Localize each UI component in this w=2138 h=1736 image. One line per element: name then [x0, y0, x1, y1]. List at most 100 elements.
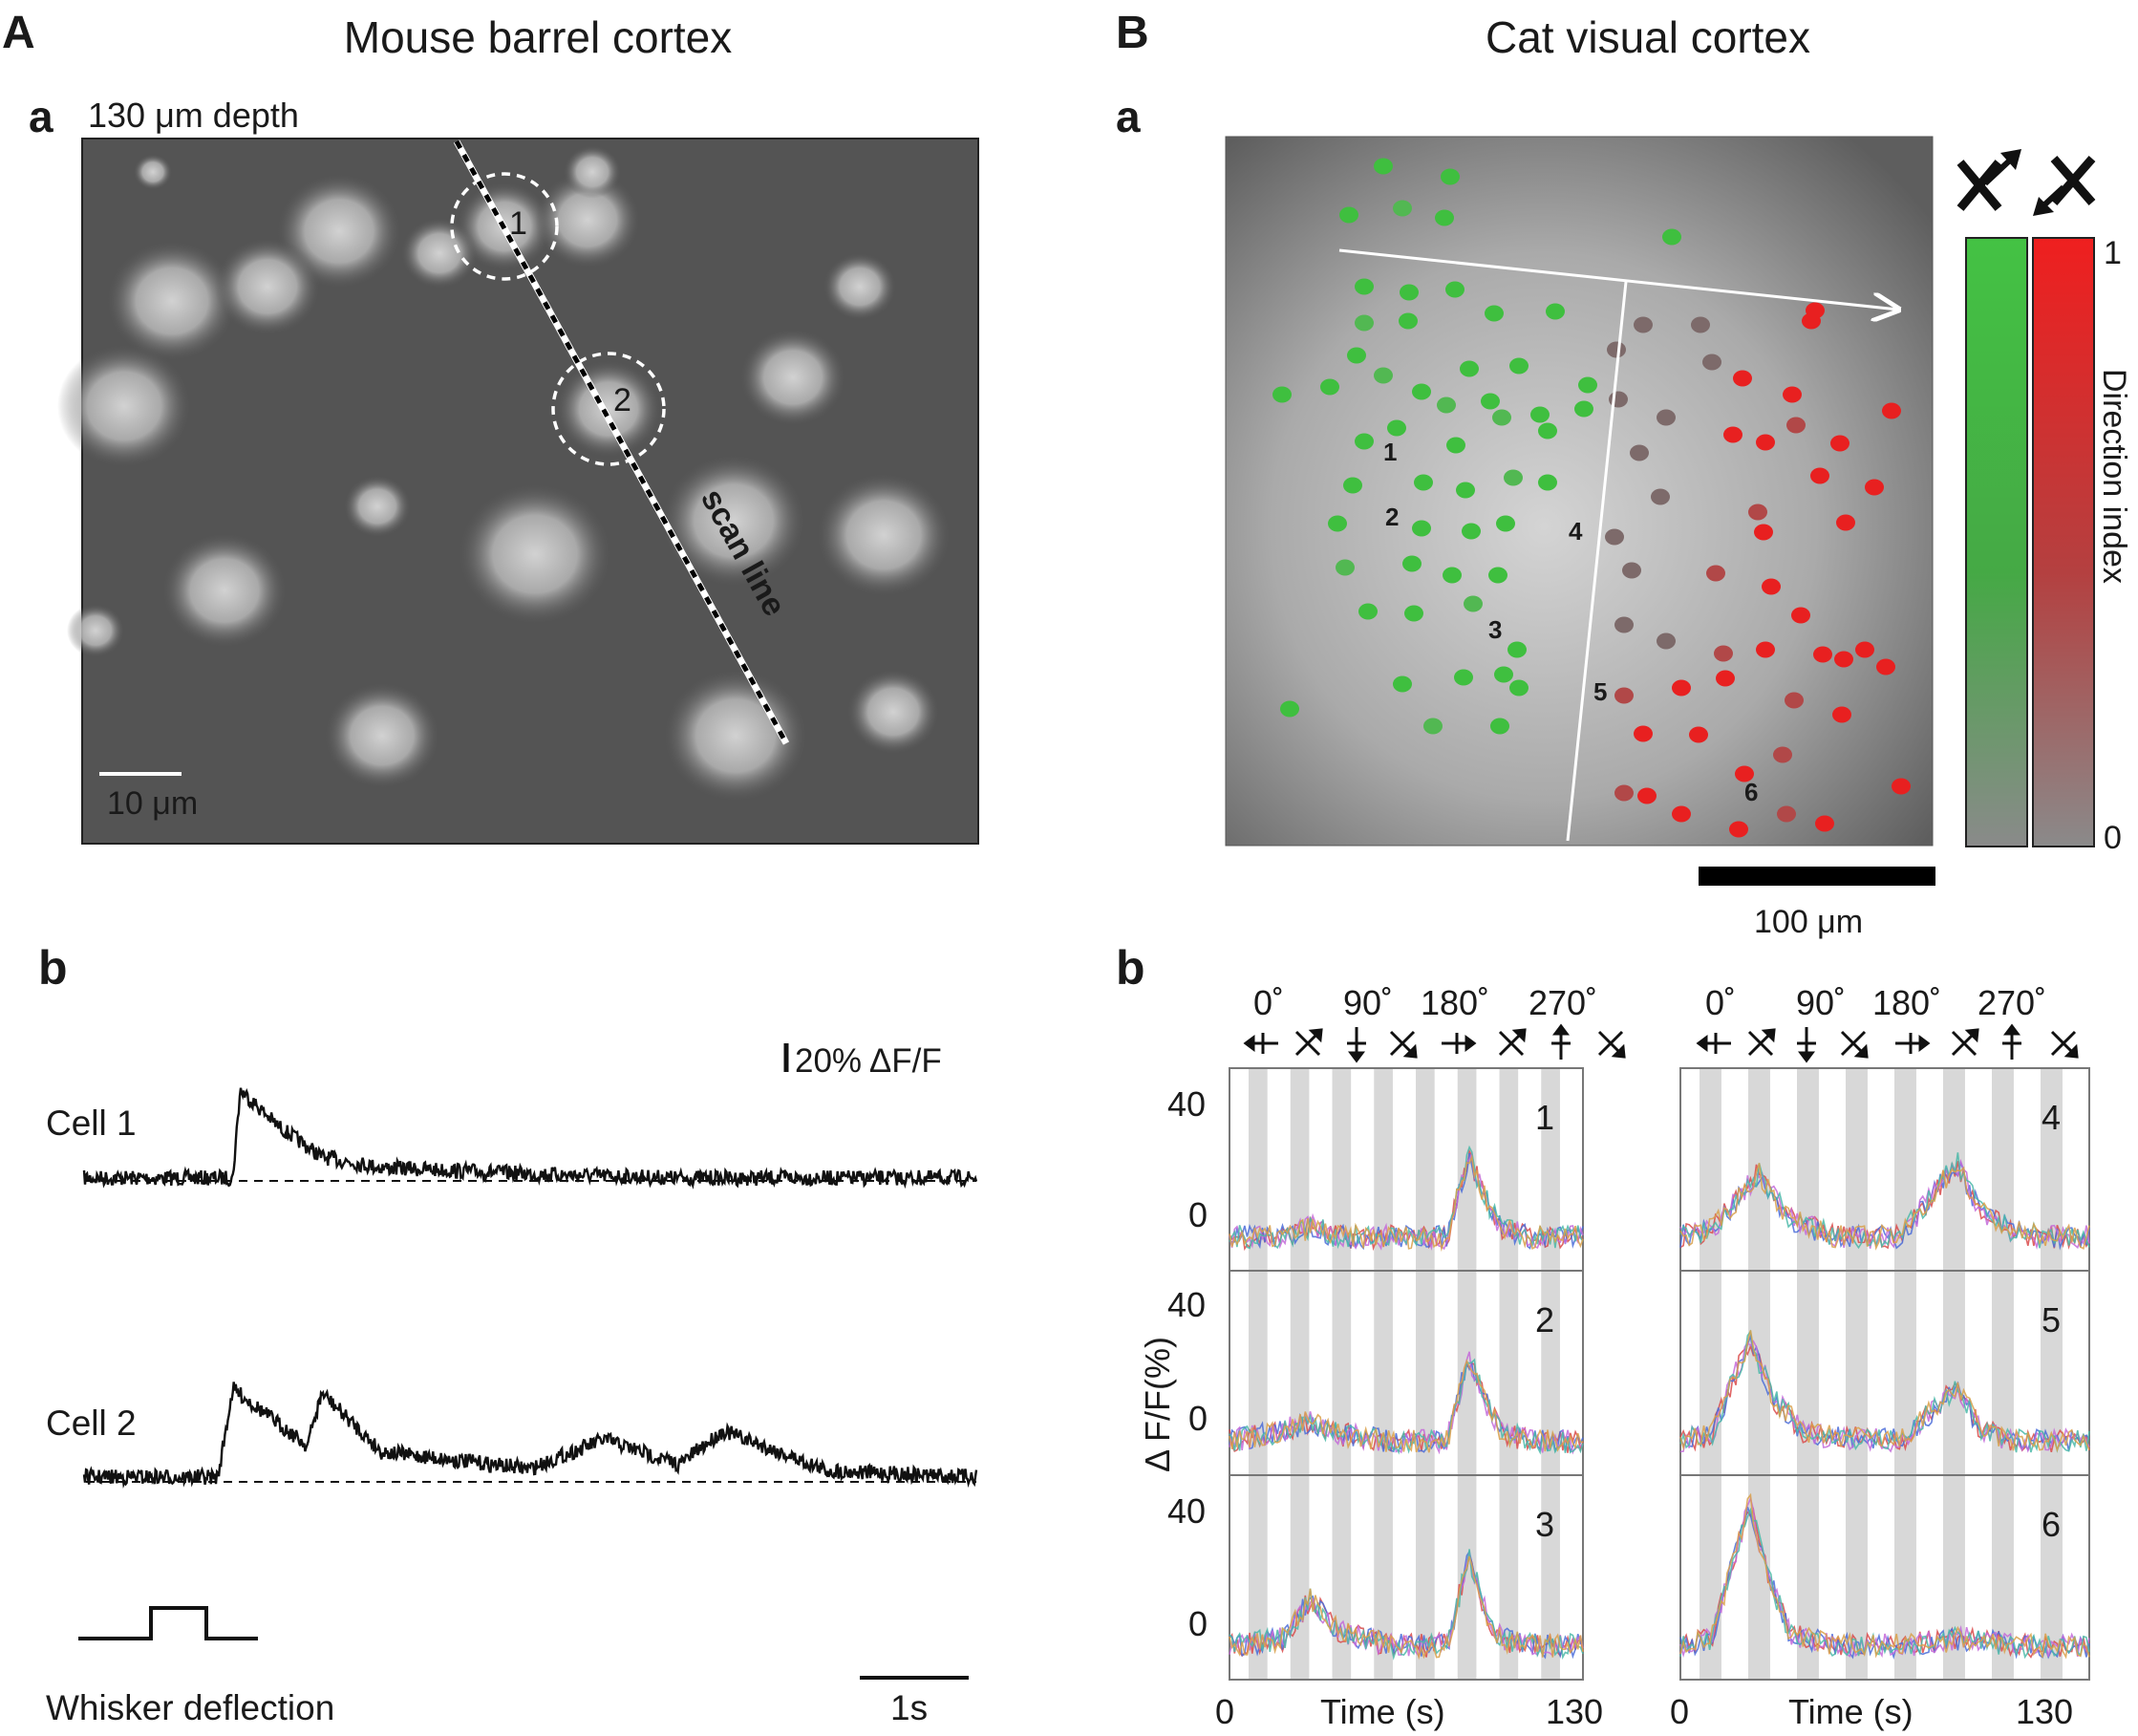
time-scale-label: 1s	[890, 1688, 928, 1727]
cat-neuron-marker	[1320, 378, 1339, 396]
cat-neuron-marker	[1435, 209, 1454, 226]
stimulus-band	[1992, 1476, 2014, 1679]
cat-neuron-marker	[1882, 402, 1901, 419]
angle-label-0-left: 0˚	[1253, 983, 1284, 1022]
neuron-soma	[162, 533, 287, 648]
dff-scale-label: 20% ΔF/F	[795, 1042, 942, 1080]
cell-2-outline	[551, 352, 666, 466]
depth-label: 130 μm depth	[88, 96, 299, 135]
trial-trace	[1229, 1359, 1584, 1453]
panel-B-sub-b-letter: b	[1116, 941, 1145, 995]
cat-neuron-marker	[1462, 523, 1481, 540]
cat-neuron-marker	[1729, 821, 1748, 838]
direction-arrow-icon	[1951, 1028, 1979, 1057]
cat-neuron-marker	[1723, 426, 1742, 443]
cat-neuron-marker	[1783, 386, 1802, 403]
x-tick-0-right: 0	[1670, 1692, 1689, 1731]
cat-neuron-marker	[1855, 641, 1874, 658]
trial-trace	[1679, 1507, 2090, 1660]
cat-neuron-marker	[1836, 514, 1855, 531]
plot-cell-label: 2	[1535, 1300, 1554, 1340]
cat-neuron-marker	[1443, 567, 1462, 584]
direction-arrow-icon	[1498, 1028, 1527, 1057]
trial-trace	[1229, 1555, 1584, 1661]
cat-neuron-marker	[1691, 316, 1710, 333]
cat-neuron-marker	[1785, 692, 1804, 709]
plot-cell-label: 6	[2042, 1505, 2061, 1544]
direction-arrow-icon	[1294, 1028, 1323, 1057]
stimulus-band	[1541, 1069, 1560, 1270]
neuron-soma	[664, 670, 807, 802]
direction-icon-red	[2033, 156, 2096, 216]
stimulus-band	[1416, 1272, 1435, 1474]
cell-2-trace	[82, 1382, 978, 1489]
stimulus-band	[1374, 1069, 1393, 1270]
neuron-soma	[817, 473, 951, 597]
stimulus-band	[1332, 1069, 1352, 1270]
colorbar-green	[1965, 237, 2028, 847]
stimulus-band	[1416, 1069, 1435, 1270]
stimulus-band	[1943, 1272, 1965, 1474]
cat-neuron-marker	[1714, 645, 1733, 662]
stimulus-band	[1797, 1476, 1819, 1679]
scan-line	[454, 139, 789, 745]
cat-neuron-marker	[1464, 595, 1483, 612]
cat-neuron-marker	[1733, 370, 1752, 387]
neuron-soma	[556, 360, 661, 458]
stimulus-band	[2041, 1069, 2063, 1270]
trial-trace	[1679, 1492, 2090, 1660]
cat-neuron-marker	[1748, 504, 1767, 521]
stimulus-band	[1374, 1272, 1393, 1474]
cat-neuron-marker	[1272, 386, 1292, 403]
panel-B-title: Cat visual cortex	[1486, 12, 1810, 62]
cat-cell-1-label: 1	[1383, 438, 1397, 466]
neuron-soma	[401, 218, 478, 289]
cat-neuron-marker	[1773, 746, 1792, 763]
cat-neuron-marker	[1355, 278, 1374, 295]
cat-neuron-marker	[1355, 314, 1374, 332]
cat-cell-5-label: 5	[1593, 677, 1607, 706]
x-tick-0-left: 0	[1215, 1692, 1234, 1731]
plot-cell-label: 4	[2042, 1098, 2061, 1137]
cat-neuron-marker	[1762, 578, 1781, 595]
stimulus-band	[1541, 1476, 1560, 1679]
cat-neuron-marker	[1374, 367, 1393, 384]
cat-neuron-marker	[1815, 815, 1834, 832]
direction-arrow-icon	[1389, 1030, 1418, 1059]
x-label-left: Time (s)	[1320, 1692, 1445, 1731]
stimulus-band	[1499, 1069, 1519, 1270]
cat-neuron-marker	[1634, 725, 1653, 742]
cat-neuron-marker	[1546, 303, 1565, 320]
cat-neuron-marker	[1496, 515, 1515, 532]
cell-1-outline	[450, 172, 559, 281]
cat-neuron-marker	[1414, 474, 1433, 491]
stimulus-band	[1416, 1476, 1435, 1679]
cat-neuron-marker	[1488, 567, 1507, 584]
x-tick-130-left: 130	[1546, 1692, 1603, 1731]
cat-neuron-marker	[1657, 632, 1676, 650]
whisker-deflection-label: Whisker deflection	[46, 1688, 334, 1727]
cat-neuron-marker	[1574, 400, 1593, 418]
direction-arrow-icon	[2050, 1030, 2079, 1059]
cat-neuron-marker	[1454, 669, 1473, 686]
cat-neuron-marker	[1830, 435, 1849, 452]
stimulus-band	[1700, 1272, 1721, 1474]
neuron-soma	[57, 344, 191, 468]
stimulus-band	[1846, 1476, 1868, 1679]
neuron-soma	[459, 483, 611, 625]
whisker-stimulus-trace	[78, 1606, 258, 1640]
stimulus-band	[1992, 1272, 2014, 1474]
stimulus-band	[1332, 1476, 1352, 1679]
trial-trace	[1229, 1358, 1584, 1455]
cat-neuron-marker	[1481, 393, 1500, 410]
cat-neuron-marker	[1605, 528, 1624, 546]
cat-neuron-marker	[1634, 316, 1653, 333]
colorbar-tick-0: 0	[2104, 820, 2122, 856]
response-plot-frame	[1679, 1270, 2090, 1476]
cat-neuron-marker	[1412, 520, 1431, 537]
cat-neuron-marker	[1485, 305, 1504, 322]
stimulus-band	[1700, 1069, 1721, 1270]
stimulus-band	[1943, 1476, 1965, 1679]
cat-neuron-marker	[1716, 670, 1735, 687]
